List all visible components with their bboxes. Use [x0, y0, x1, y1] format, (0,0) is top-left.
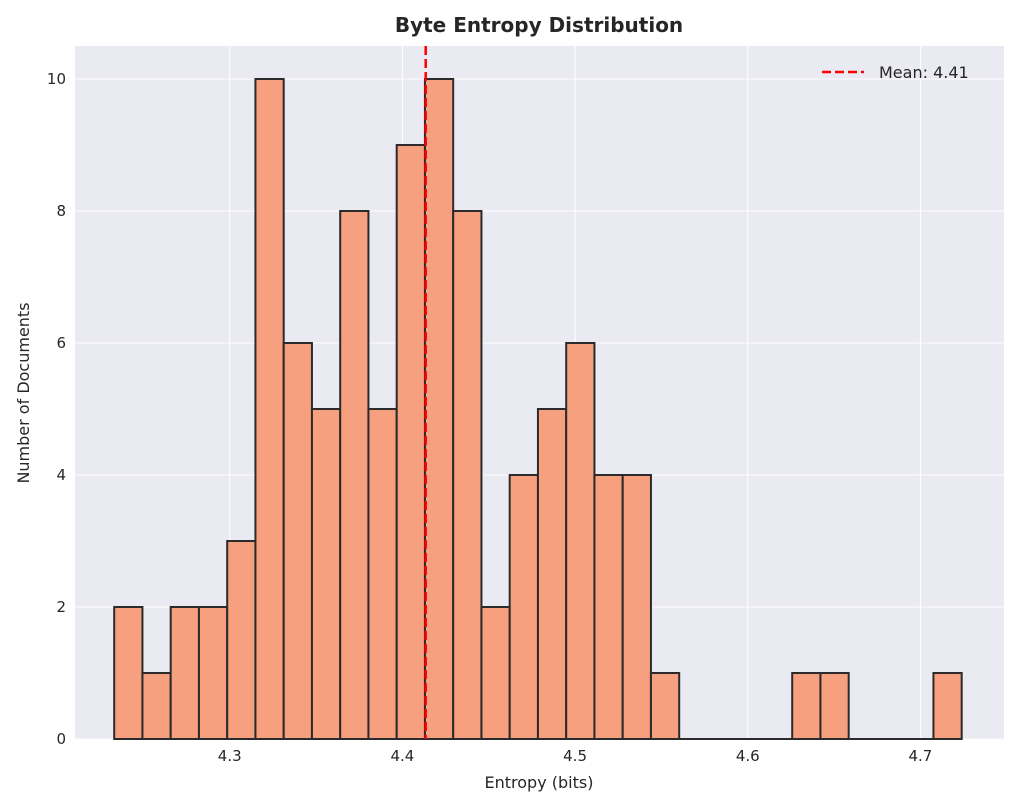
histogram-bar — [254, 78, 285, 740]
histogram-bar — [621, 474, 652, 740]
histogram-bar — [113, 606, 144, 740]
histogram-bars — [113, 78, 963, 740]
histogram-bar — [169, 606, 200, 740]
y-tick-label: 4 — [56, 466, 66, 484]
legend: Mean: 4.41 — [822, 63, 969, 82]
histogram-bar — [367, 408, 398, 740]
x-tick-label: 4.3 — [218, 747, 242, 765]
histogram-bar — [819, 672, 850, 740]
histogram-bar — [423, 78, 455, 740]
histogram-bar — [197, 606, 229, 740]
histogram-bar — [565, 342, 596, 740]
x-tick-label: 4.6 — [736, 747, 760, 765]
histogram-bar — [536, 408, 568, 740]
histogram-bar — [339, 210, 370, 740]
y-axis-label: Number of Documents — [14, 302, 33, 483]
histogram-bar — [932, 672, 963, 740]
legend-mean-label: Mean: 4.41 — [879, 63, 969, 82]
x-axis-label: Entropy (bits) — [485, 773, 594, 792]
y-tick-label: 8 — [56, 202, 66, 220]
y-axis-ticks: 0 2 4 6 8 10 — [47, 70, 66, 748]
x-tick-label: 4.5 — [563, 747, 587, 765]
y-tick-label: 10 — [47, 70, 66, 88]
y-tick-label: 0 — [56, 730, 66, 748]
histogram-bar — [452, 210, 483, 740]
histogram-bar — [310, 408, 342, 740]
y-tick-label: 2 — [56, 598, 66, 616]
histogram-bar — [593, 474, 624, 740]
histogram-bar — [226, 540, 257, 740]
x-tick-label: 4.7 — [908, 747, 932, 765]
chart-title: Byte Entropy Distribution — [395, 13, 683, 37]
histogram-bar — [508, 474, 539, 740]
x-axis-ticks: 4.3 4.4 4.5 4.6 4.7 — [218, 747, 933, 765]
histogram-bar — [395, 144, 426, 740]
histogram-bar — [480, 606, 511, 740]
y-tick-label: 6 — [56, 334, 66, 352]
histogram-bar — [282, 342, 313, 740]
histogram-bar — [649, 672, 681, 740]
histogram-bar — [791, 672, 822, 740]
histogram-bar — [141, 672, 172, 740]
x-tick-label: 4.4 — [390, 747, 414, 765]
